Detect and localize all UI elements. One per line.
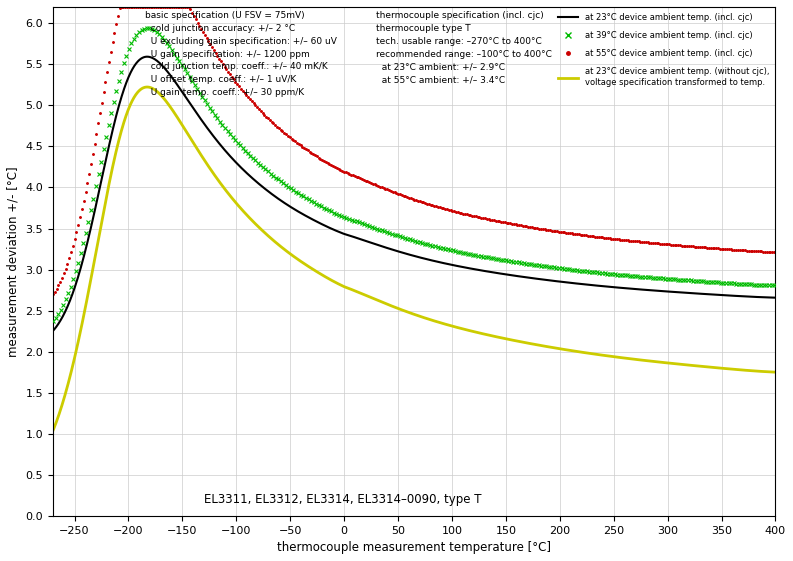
Legend: at 23°C device ambient temp. (incl. cjc), at 39°C device ambient temp. (incl. cj: at 23°C device ambient temp. (incl. cjc)…	[556, 11, 772, 88]
Y-axis label: measurement deviation +/- [°C]: measurement deviation +/- [°C]	[7, 166, 20, 357]
X-axis label: thermocouple measurement temperature [°C]: thermocouple measurement temperature [°C…	[278, 541, 551, 554]
Text: thermocouple specification (incl. cjc)
thermocouple type T
tech. usable range: –: thermocouple specification (incl. cjc) t…	[377, 11, 553, 84]
Text: EL3311, EL3312, EL3314, EL3314–0090, type T: EL3311, EL3312, EL3314, EL3314–0090, typ…	[204, 493, 481, 506]
Text: basic specification (U FSV = 75mV)
  cold junction accuracy: +/– 2 °C
  U exclud: basic specification (U FSV = 75mV) cold …	[144, 11, 336, 97]
